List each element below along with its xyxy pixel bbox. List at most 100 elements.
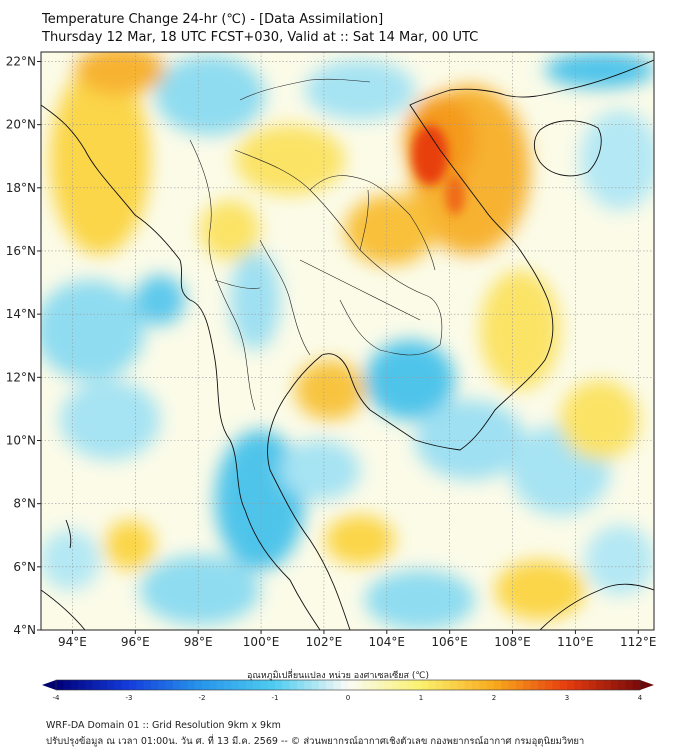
colorbar-segment [282, 680, 291, 690]
colorbar-segment [479, 680, 488, 690]
colorbar-segment [289, 680, 298, 690]
lat-tick-label: 18°N [6, 181, 36, 195]
coast-gulf-thailand [267, 353, 371, 630]
latitude-ticks: 4°N 6°N 8°N 10°N 12°N 14°N 16°N 18°N 20°N 22°N [6, 54, 41, 637]
colorbar-segment [610, 680, 619, 690]
colorbar-tick-label: -4 [53, 694, 61, 702]
colorbar-segment [537, 680, 546, 690]
colorbar-segment [501, 680, 510, 690]
coast-vietnam-north [409, 88, 506, 211]
colorbar-segment [70, 680, 79, 690]
coast-china [504, 59, 654, 98]
lon-tick-label: 112°E [620, 635, 657, 649]
colorbar-segment [618, 680, 626, 690]
colorbar-segment [333, 680, 342, 690]
colorbar-segment [574, 680, 583, 690]
border-cambodia [339, 299, 441, 356]
colorbar-segment [348, 680, 356, 690]
colorbar-segment [369, 680, 378, 690]
colorbar-segment [223, 680, 232, 690]
colorbar-segment [596, 680, 604, 690]
colorbar-segment [158, 680, 166, 690]
colorbar-segment [523, 680, 531, 690]
lat-tick-label: 16°N [6, 244, 36, 258]
colorbar-segment [442, 680, 451, 690]
colorbar-segment [114, 680, 123, 690]
colorbar-segment [304, 680, 312, 690]
colorbar-segment [625, 680, 634, 690]
map-title: Temperature Change 24-hr (℃) - [Data Ass… [42, 12, 384, 27]
colorbar-segment [260, 680, 269, 690]
colorbar-segment [399, 680, 407, 690]
temperature-field [41, 52, 654, 630]
coastlines [41, 59, 654, 630]
colorbar-segment [253, 680, 261, 690]
colorbar-tick-label: -2 [199, 694, 206, 702]
colorbar-segment [180, 680, 188, 690]
field-blobs [41, 52, 654, 630]
colorbar-segment [567, 680, 575, 690]
map-subtitle: Thursday 12 Mar, 18 UTC FCST+030, Valid … [42, 30, 479, 45]
colorbar-segment [245, 680, 254, 690]
colorbar-segment [275, 680, 283, 690]
lon-tick-label: 94°E [58, 635, 87, 649]
colorbar-segment [150, 680, 159, 690]
footer-credit: ปรับปรุงข้อมูล ณ เวลา 01:00น. วัน ศ. ที่… [46, 736, 585, 747]
colorbar-title: อุณหภูมิเปลี่ยนแปลง หน่วย องศาเซลเซียส (… [246, 671, 430, 681]
coast-borneo [539, 583, 654, 630]
colorbar-segment [450, 680, 458, 690]
lon-tick-label: 100°E [243, 635, 280, 649]
colorbar-segment [85, 680, 93, 690]
admin-borders [189, 78, 443, 411]
island-andaman [65, 519, 72, 549]
colorbar-segment [464, 680, 473, 690]
border-provinces-4 [359, 189, 369, 251]
colorbar-segment [136, 680, 145, 690]
colorbar-segment [421, 680, 429, 690]
colorbar-segment [472, 680, 480, 690]
colorbar [42, 679, 654, 691]
colorbar-segment [355, 680, 364, 690]
colorbar-segment [216, 680, 225, 690]
colorbar-segment [129, 680, 137, 690]
colorbar-segment [508, 680, 517, 690]
colorbar-segment [311, 680, 320, 690]
island-hainan [533, 120, 602, 177]
colorbar-segment [581, 680, 590, 690]
colorbar-segment [77, 680, 86, 690]
lat-tick-label: 10°N [6, 433, 36, 447]
colorbar-segment [588, 680, 597, 690]
colorbar-segment [267, 680, 276, 690]
lat-tick-label: 4°N [13, 623, 36, 637]
coast-malay-west [244, 509, 321, 630]
colorbar-segment [121, 680, 130, 690]
border-china-south [239, 78, 371, 101]
lon-tick-label: 110°E [557, 635, 594, 649]
colorbar-tick-label: 4 [638, 694, 643, 702]
coast-sumatra [41, 589, 86, 630]
lon-tick-label: 108°E [494, 635, 531, 649]
colorbar-segment [552, 680, 561, 690]
colorbar-tick-label: 2 [492, 694, 496, 702]
colorbar-segment [296, 680, 305, 690]
colorbar-segment [559, 680, 568, 690]
colorbar-segment [231, 680, 239, 690]
colorbar-segment [318, 680, 327, 690]
colorbar-segment [603, 680, 612, 690]
colorbar-segment [202, 680, 210, 690]
colorbar-segment [515, 680, 524, 690]
colorbar-segment [56, 680, 64, 690]
lon-tick-label: 98°E [184, 635, 213, 649]
colorbar-tick-label: 0 [346, 694, 350, 702]
colorbar-segment [391, 680, 400, 690]
colorbar-segment [486, 680, 495, 690]
colorbar-segment [194, 680, 203, 690]
colorbar-segment [530, 680, 539, 690]
colorbar-segment [92, 680, 101, 690]
colorbar-segment [494, 680, 502, 690]
lat-tick-label: 22°N [6, 54, 36, 68]
plot-frame [40, 51, 655, 631]
colorbar-segment [384, 680, 393, 690]
colorbar-segment [377, 680, 385, 690]
